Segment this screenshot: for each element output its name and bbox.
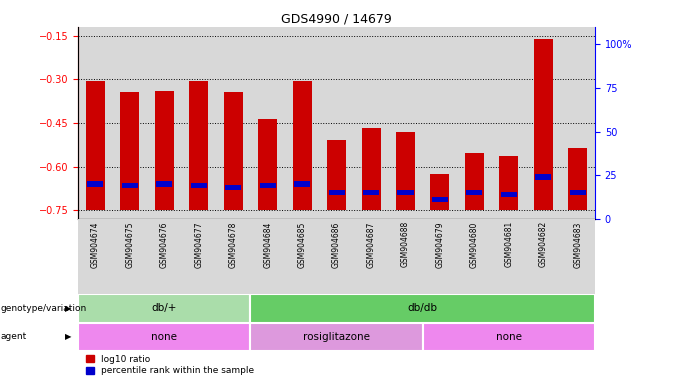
Text: GSM904680: GSM904680 <box>470 221 479 268</box>
Bar <box>147 219 182 294</box>
Bar <box>190 183 207 188</box>
Bar <box>457 219 492 294</box>
Bar <box>294 181 310 187</box>
Bar <box>78 323 250 351</box>
Bar <box>182 27 216 219</box>
Bar <box>260 183 276 188</box>
Bar <box>250 294 595 323</box>
Bar <box>466 190 483 195</box>
Text: genotype/variation: genotype/variation <box>1 304 87 313</box>
Text: GSM904686: GSM904686 <box>332 221 341 268</box>
Text: GSM904677: GSM904677 <box>194 221 203 268</box>
Legend: log10 ratio, percentile rank within the sample: log10 ratio, percentile rank within the … <box>83 351 258 379</box>
Bar <box>492 27 526 219</box>
Bar <box>534 38 553 210</box>
Bar <box>362 128 381 210</box>
Bar <box>87 181 103 187</box>
Bar <box>285 219 320 294</box>
Text: GSM904678: GSM904678 <box>228 221 238 268</box>
Text: GSM904681: GSM904681 <box>505 221 513 267</box>
Text: ▶: ▶ <box>65 304 71 313</box>
Bar <box>457 27 492 219</box>
Bar <box>568 147 588 210</box>
Text: rosiglitazone: rosiglitazone <box>303 332 370 342</box>
Text: agent: agent <box>1 333 27 341</box>
Bar <box>113 219 147 294</box>
Bar <box>354 219 388 294</box>
Bar <box>224 92 243 210</box>
Bar <box>147 27 182 219</box>
Bar <box>492 219 526 294</box>
Bar <box>560 27 595 219</box>
Bar <box>216 219 250 294</box>
Bar <box>258 119 277 210</box>
Bar <box>432 197 448 202</box>
Bar <box>500 192 517 197</box>
Bar <box>78 219 113 294</box>
Bar <box>120 92 139 210</box>
Bar <box>86 81 105 210</box>
Text: GSM904675: GSM904675 <box>125 221 135 268</box>
Bar <box>465 154 484 210</box>
Bar <box>250 219 285 294</box>
Bar <box>526 27 560 219</box>
Text: GSM904682: GSM904682 <box>539 221 548 267</box>
Bar <box>363 190 379 195</box>
Bar <box>155 91 174 210</box>
Text: db/+: db/+ <box>152 303 177 313</box>
Bar <box>78 27 113 219</box>
Bar <box>189 81 208 210</box>
Bar <box>250 323 423 351</box>
Text: GSM904676: GSM904676 <box>160 221 169 268</box>
Bar <box>570 190 586 195</box>
Bar <box>535 174 551 180</box>
Text: none: none <box>152 332 177 342</box>
Title: GDS4990 / 14679: GDS4990 / 14679 <box>282 13 392 26</box>
Bar <box>354 27 388 219</box>
Text: GSM904683: GSM904683 <box>573 221 582 268</box>
Bar <box>526 219 560 294</box>
Bar <box>423 323 595 351</box>
Bar <box>182 219 216 294</box>
Bar <box>388 27 423 219</box>
Text: GSM904688: GSM904688 <box>401 221 410 267</box>
Bar <box>78 294 250 323</box>
Bar <box>156 181 173 187</box>
Bar <box>397 190 413 195</box>
Text: GSM904685: GSM904685 <box>298 221 307 268</box>
Bar <box>396 132 415 210</box>
Bar <box>423 27 457 219</box>
Bar <box>320 219 354 294</box>
Text: GSM904684: GSM904684 <box>263 221 272 268</box>
Bar <box>430 174 449 210</box>
Bar <box>499 156 518 210</box>
Text: GSM904679: GSM904679 <box>435 221 445 268</box>
Text: db/db: db/db <box>408 303 438 313</box>
Text: GSM904687: GSM904687 <box>367 221 375 268</box>
Bar <box>423 219 457 294</box>
Bar <box>320 27 354 219</box>
Text: ▶: ▶ <box>65 333 71 341</box>
Bar <box>327 140 346 210</box>
Bar <box>328 190 345 195</box>
Bar <box>250 27 285 219</box>
Bar <box>285 27 320 219</box>
Text: GSM904674: GSM904674 <box>91 221 100 268</box>
Text: none: none <box>496 332 522 342</box>
Bar <box>216 27 250 219</box>
Bar <box>388 219 423 294</box>
Bar <box>122 183 138 188</box>
Bar <box>292 81 311 210</box>
Bar <box>113 27 147 219</box>
Bar <box>225 185 241 190</box>
Bar <box>560 219 595 294</box>
